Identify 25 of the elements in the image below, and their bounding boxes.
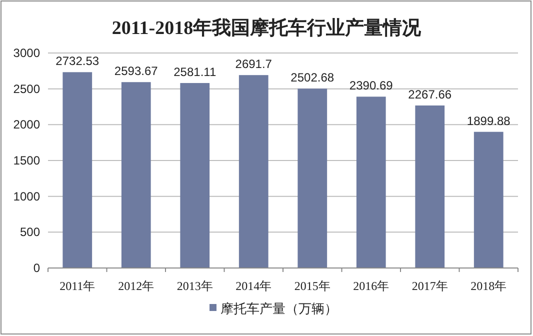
x-tick-label: 2017年 bbox=[412, 279, 448, 293]
y-tick-label: 0 bbox=[33, 261, 40, 275]
y-tick-label: 500 bbox=[20, 225, 40, 240]
x-tick-label: 2015年 bbox=[294, 279, 330, 293]
y-tick-label: 2000 bbox=[13, 118, 40, 132]
y-tick-label: 2500 bbox=[13, 82, 40, 96]
y-tick-label: 1500 bbox=[13, 154, 40, 168]
x-tick-label: 2013年 bbox=[176, 279, 213, 293]
y-tick-label: 1000 bbox=[13, 189, 40, 204]
data-label: 1899.88 bbox=[466, 114, 511, 128]
x-tick-label: 2018年 bbox=[470, 279, 507, 293]
data-label: 2593.67 bbox=[114, 64, 158, 78]
legend: 摩托车产量（万辆） bbox=[210, 301, 338, 316]
data-label: 2502.68 bbox=[290, 70, 334, 85]
data-label: 2390.69 bbox=[349, 78, 394, 93]
x-tick-label: 2016年 bbox=[353, 279, 390, 293]
data-label: 2581.11 bbox=[174, 65, 216, 80]
title: 2011-2018年我国摩托车行业产量情况 bbox=[112, 18, 422, 39]
x-tick-label: 2014年 bbox=[236, 279, 272, 293]
data-label: 2267.66 bbox=[408, 87, 452, 102]
data-label: 2732.53 bbox=[56, 54, 100, 68]
x-tick-label: 2011年 bbox=[60, 279, 96, 293]
y-tick-label: 3000 bbox=[13, 46, 40, 60]
x-tick-label: 2012年 bbox=[118, 279, 154, 293]
data-label: 2691.7 bbox=[235, 57, 272, 72]
